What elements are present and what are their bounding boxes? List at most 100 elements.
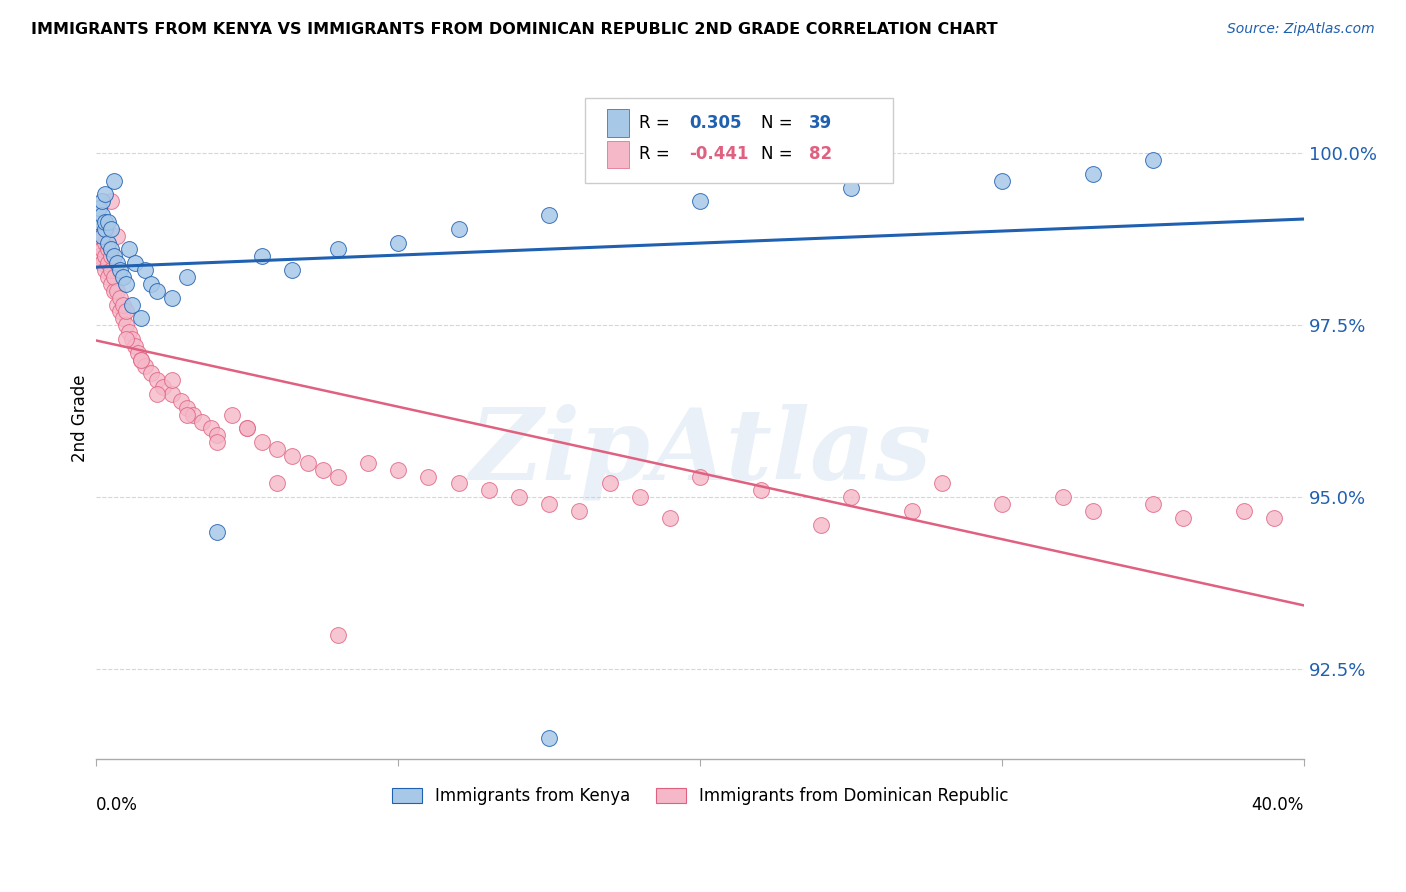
Point <box>205 435 228 450</box>
Point <box>991 174 1014 188</box>
Point <box>89 249 111 263</box>
Point <box>145 373 167 387</box>
Point <box>89 201 111 215</box>
Point <box>160 373 183 387</box>
Y-axis label: 2nd Grade: 2nd Grade <box>72 375 89 462</box>
Point <box>91 228 114 243</box>
Point <box>115 332 138 346</box>
Point <box>478 483 501 498</box>
Point <box>118 243 141 257</box>
Text: N =: N = <box>761 114 797 132</box>
Point <box>1142 153 1164 167</box>
Point <box>134 263 156 277</box>
Point <box>297 456 319 470</box>
Point <box>145 387 167 401</box>
Point <box>121 297 143 311</box>
Point <box>94 235 117 250</box>
Point <box>131 352 153 367</box>
Text: R =: R = <box>638 114 675 132</box>
Point <box>176 401 198 415</box>
Point <box>931 476 953 491</box>
Point <box>176 408 198 422</box>
Point <box>103 284 125 298</box>
Text: 40.0%: 40.0% <box>1251 797 1305 814</box>
Point <box>205 524 228 539</box>
Point <box>1052 490 1074 504</box>
Point <box>110 291 132 305</box>
Point <box>387 463 409 477</box>
Point <box>1263 511 1285 525</box>
Point <box>170 393 193 408</box>
Point <box>326 469 349 483</box>
Point <box>599 476 621 491</box>
Point <box>152 380 174 394</box>
Point <box>103 174 125 188</box>
Point <box>97 256 120 270</box>
Point <box>252 249 274 263</box>
Point <box>991 497 1014 511</box>
Point <box>127 345 149 359</box>
Point <box>538 497 561 511</box>
Point <box>191 415 214 429</box>
Point <box>311 463 333 477</box>
Point <box>181 408 204 422</box>
Text: 0.0%: 0.0% <box>96 797 138 814</box>
Point <box>124 256 146 270</box>
Point <box>100 243 122 257</box>
Point <box>91 208 114 222</box>
Point <box>1173 511 1195 525</box>
Point <box>266 442 288 456</box>
Point <box>110 304 132 318</box>
Point <box>447 222 470 236</box>
Point <box>100 194 122 209</box>
Point <box>205 428 228 442</box>
Point <box>387 235 409 250</box>
Point <box>447 476 470 491</box>
Point <box>200 421 222 435</box>
Point <box>105 256 128 270</box>
Point <box>418 469 440 483</box>
Point <box>281 449 304 463</box>
Point <box>94 249 117 263</box>
Point <box>176 270 198 285</box>
Point <box>100 263 122 277</box>
Text: IMMIGRANTS FROM KENYA VS IMMIGRANTS FROM DOMINICAN REPUBLIC 2ND GRADE CORRELATIO: IMMIGRANTS FROM KENYA VS IMMIGRANTS FROM… <box>31 22 998 37</box>
Point <box>326 243 349 257</box>
Point <box>112 297 135 311</box>
Point <box>91 243 114 257</box>
Point <box>236 421 259 435</box>
Point <box>94 187 117 202</box>
Point <box>115 277 138 291</box>
Point <box>131 352 153 367</box>
Point <box>266 476 288 491</box>
Point <box>91 256 114 270</box>
Point <box>538 731 561 746</box>
Point <box>91 194 114 209</box>
Point <box>97 215 120 229</box>
FancyBboxPatch shape <box>607 110 628 136</box>
Point <box>1081 504 1104 518</box>
Point <box>160 291 183 305</box>
Point <box>357 456 380 470</box>
Text: 0.305: 0.305 <box>689 114 742 132</box>
Point <box>103 249 125 263</box>
Point <box>810 517 832 532</box>
Point <box>326 628 349 642</box>
Legend: Immigrants from Kenya, Immigrants from Dominican Republic: Immigrants from Kenya, Immigrants from D… <box>385 780 1015 812</box>
Point <box>97 235 120 250</box>
Text: 39: 39 <box>808 114 832 132</box>
Point <box>89 215 111 229</box>
Point <box>115 318 138 333</box>
Point <box>115 304 138 318</box>
Point <box>252 435 274 450</box>
Point <box>94 215 117 229</box>
Point <box>105 297 128 311</box>
Point <box>94 263 117 277</box>
Point <box>628 490 651 504</box>
Point <box>900 504 922 518</box>
Text: 82: 82 <box>808 145 832 163</box>
Point <box>121 332 143 346</box>
Point <box>105 284 128 298</box>
Point <box>100 277 122 291</box>
Point <box>508 490 530 504</box>
